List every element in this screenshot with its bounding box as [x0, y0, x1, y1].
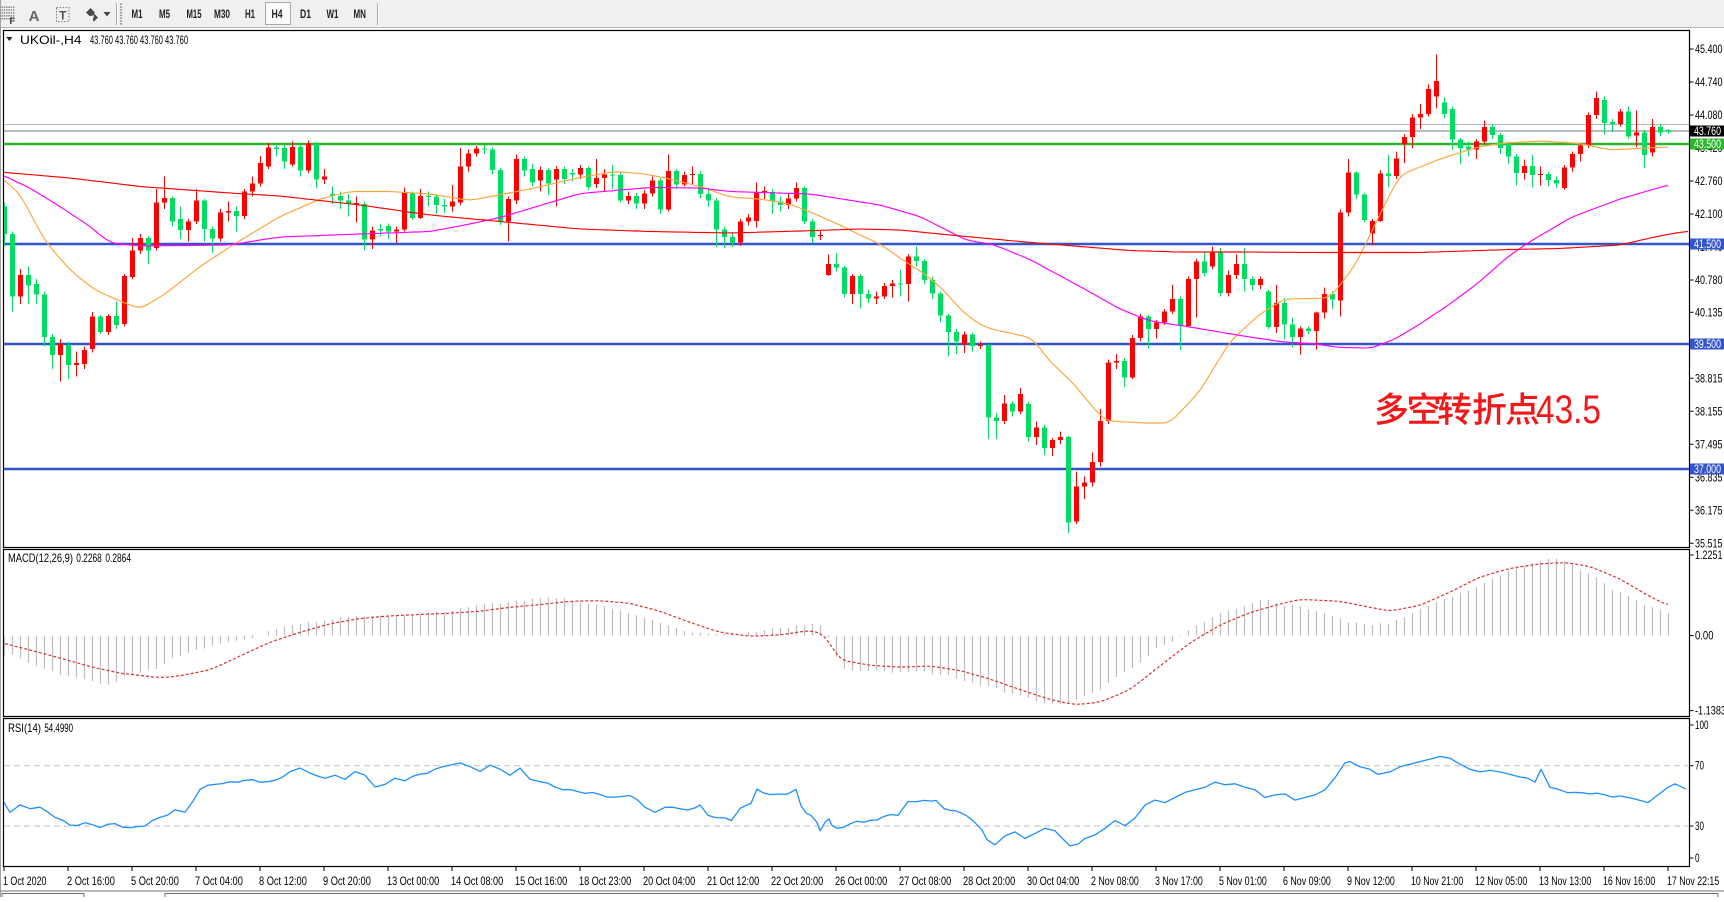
svg-text:7 Oct 04:00: 7 Oct 04:00: [195, 874, 243, 888]
svg-text:54.4990: 54.4990: [44, 721, 73, 735]
svg-text:0.00: 0.00: [1695, 629, 1714, 643]
svg-text:0.2268: 0.2268: [76, 551, 102, 565]
svg-text:MN: MN: [353, 7, 366, 21]
svg-text:H1: H1: [245, 7, 255, 21]
svg-text:9 Nov 12:00: 9 Nov 12:00: [1347, 874, 1395, 888]
svg-text:2 Oct 16:00: 2 Oct 16:00: [67, 874, 115, 888]
svg-text:D1: D1: [300, 7, 311, 21]
svg-text:M15: M15: [187, 7, 202, 21]
svg-text:30: 30: [1695, 819, 1704, 833]
svg-text:26 Oct 00:00: 26 Oct 00:00: [835, 874, 887, 888]
svg-text:42.100: 42.100: [1695, 207, 1723, 221]
svg-text:17 Nov 22:15: 17 Nov 22:15: [1667, 874, 1719, 888]
svg-text:8 Oct 12:00: 8 Oct 12:00: [259, 874, 307, 888]
svg-text:13 Nov 13:00: 13 Nov 13:00: [1539, 874, 1591, 888]
svg-text:40.780: 40.780: [1695, 273, 1723, 287]
svg-text:37.495: 37.495: [1695, 437, 1723, 451]
svg-text:30 Oct 04:00: 30 Oct 04:00: [1027, 874, 1079, 888]
svg-text:W1: W1: [327, 7, 339, 21]
svg-text:0.2864: 0.2864: [105, 551, 131, 565]
svg-text:12 Nov 05:00: 12 Nov 05:00: [1475, 874, 1527, 888]
svg-text:43.760 43.760 43.760 43.760: 43.760 43.760 43.760 43.760: [90, 33, 188, 47]
svg-text:F: F: [10, 16, 16, 26]
svg-text:43.760: 43.760: [1694, 124, 1721, 138]
svg-text:MACD(12,26,9): MACD(12,26,9): [8, 551, 73, 565]
svg-text:37.000: 37.000: [1694, 462, 1721, 476]
svg-text:1.2251: 1.2251: [1695, 548, 1723, 562]
svg-text:22 Oct 20:00: 22 Oct 20:00: [771, 874, 823, 888]
svg-text:RSI(14): RSI(14): [8, 721, 41, 735]
svg-text:UKOil-,H4: UKOil-,H4: [20, 33, 82, 47]
svg-text:43.500: 43.500: [1694, 137, 1721, 151]
svg-text:44.080: 44.080: [1695, 108, 1723, 122]
svg-text:3 Nov 17:00: 3 Nov 17:00: [1155, 874, 1203, 888]
svg-text:38.815: 38.815: [1695, 371, 1723, 385]
svg-text:A: A: [29, 8, 40, 25]
svg-text:70: 70: [1695, 759, 1704, 773]
svg-text:43.5: 43.5: [1536, 388, 1601, 432]
svg-text:38.155: 38.155: [1695, 404, 1723, 418]
svg-text:15 Oct 16:00: 15 Oct 16:00: [515, 874, 567, 888]
svg-text:45.400: 45.400: [1695, 42, 1723, 56]
svg-text:100: 100: [1695, 718, 1709, 732]
svg-text:21 Oct 12:00: 21 Oct 12:00: [707, 874, 759, 888]
svg-text:H4: H4: [272, 7, 283, 21]
svg-text:0: 0: [1695, 851, 1700, 865]
svg-text:1 Oct 2020: 1 Oct 2020: [3, 874, 47, 888]
svg-text:41.500: 41.500: [1694, 237, 1721, 251]
svg-text:5 Oct 20:00: 5 Oct 20:00: [131, 874, 179, 888]
svg-text:2 Nov 08:00: 2 Nov 08:00: [1091, 874, 1139, 888]
svg-text:5 Nov 01:00: 5 Nov 01:00: [1219, 874, 1267, 888]
svg-text:27 Oct 08:00: 27 Oct 08:00: [899, 874, 951, 888]
svg-text:42.760: 42.760: [1695, 174, 1723, 188]
svg-text:44.740: 44.740: [1695, 75, 1723, 89]
svg-text:13 Oct 00:00: 13 Oct 00:00: [387, 874, 439, 888]
svg-text:14 Oct 08:00: 14 Oct 08:00: [451, 874, 503, 888]
svg-text:10 Nov 21:00: 10 Nov 21:00: [1411, 874, 1463, 888]
svg-text:18 Oct 23:00: 18 Oct 23:00: [579, 874, 631, 888]
svg-text:M5: M5: [159, 7, 170, 21]
svg-text:40.135: 40.135: [1695, 305, 1723, 319]
svg-text:6 Nov 09:00: 6 Nov 09:00: [1283, 874, 1331, 888]
svg-text:9 Oct 20:00: 9 Oct 20:00: [323, 874, 371, 888]
svg-text:20 Oct 04:00: 20 Oct 04:00: [643, 874, 695, 888]
svg-text:35.515: 35.515: [1695, 536, 1723, 550]
svg-text:-1.1383: -1.1383: [1695, 704, 1724, 718]
svg-text:39.500: 39.500: [1694, 337, 1721, 351]
svg-text:T: T: [59, 9, 67, 23]
svg-text:36.175: 36.175: [1695, 503, 1723, 517]
svg-text:28 Oct 20:00: 28 Oct 20:00: [963, 874, 1015, 888]
svg-text:16 Nov 16:00: 16 Nov 16:00: [1603, 874, 1655, 888]
svg-text:M1: M1: [132, 7, 143, 21]
svg-text:M30: M30: [214, 7, 230, 21]
